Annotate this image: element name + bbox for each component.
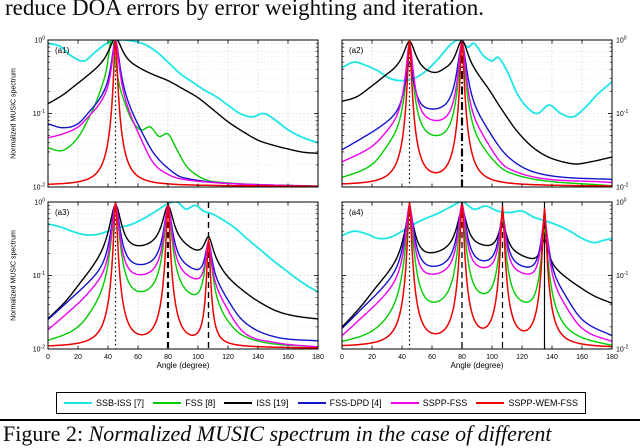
x-tick-label: 40 [398,354,406,361]
curve-sspp-fss [48,202,318,348]
legend-item-fss: FSS [8] [153,398,215,408]
x-tick-label: 40 [104,354,112,361]
x-tick-label: 60 [134,354,142,361]
caption-number: Figure 2: [3,421,84,446]
y-tick-label: 10-1 [33,109,45,118]
y-tick-label: 100 [34,36,45,45]
legend-item-fss-dpd: FSS-DPD [4] [297,398,382,408]
y-tick-label: 100 [616,36,627,45]
legend-line-sample [476,402,505,404]
legend-label: SSB-ISS [7] [96,398,145,408]
x-tick-label: 0 [340,354,344,361]
x-tick-label: 0 [46,354,50,361]
legend-label: FSS [8] [185,398,216,408]
x-tick-label: 180 [606,354,618,361]
curve-sspp-wem-fss [342,202,612,348]
x-tick-label: 80 [164,354,172,361]
x-tick-label: 20 [368,354,376,361]
panel-label: (a4) [349,208,364,217]
caption-divider [0,419,640,421]
panel-a2: 100 10-1 10-2 (a2) [341,36,628,192]
legend-label: SSPP-WEM-FSS [508,398,578,408]
body-text-line: reduce DOA errors by error weighting and… [5,0,485,20]
y-tick-label: 10-2 [33,345,45,354]
legend-line-sample [64,402,92,404]
curve-sspp-fss [342,202,612,343]
panel-label: (a2) [349,46,364,55]
panel-a4: 0 20 40 60 80 100 120 140 160 180 100 10-1 10-2 (a4) [340,198,628,362]
curve-fss [48,203,318,348]
y-tick-label: 10-1 [33,271,45,280]
panel-label: (a3) [55,208,70,217]
x-tick-label: 120 [516,354,528,361]
curve-fss-dpd [342,205,612,337]
x-tick-label: 160 [576,354,588,361]
y-tick-label: 10-2 [616,183,628,192]
caption-text: Normalized MUSIC spectrum in the case of… [88,421,552,446]
x-tick-label: 140 [546,354,558,361]
curve-ssb-iss [48,40,318,144]
curve-fss-dpd [342,43,612,181]
x-tick-label: 120 [222,354,234,361]
curve-fss [342,47,612,187]
panel-a1: 100 10-1 10-2 (a1) [33,36,319,192]
legend-line-sample [297,402,326,404]
curve-ssb-iss [342,40,612,118]
curve-fss [342,207,612,347]
curve-sspp-wem-fss [48,40,318,187]
legend-item-sspp-wem-fss: SSPP-WEM-FSS [476,398,578,408]
x-tick-label: 80 [458,354,466,361]
legend-item-iss: ISS [19] [224,398,288,408]
legend-line-sample [224,402,253,404]
x-tick-label: 20 [74,354,82,361]
curve-sspp-fss [342,40,612,184]
music-spectrum-figure: 100 10-1 10-2 (a1) 100 10-1 10-2 (a2) 0 20 40 60 80 1… [33,36,629,362]
panel-a3: 0 20 40 60 80 100 120 140 160 180 100 10-1 10-2 (a3) [33,198,324,362]
x-tick-label: 100 [486,354,498,361]
y-tick-label: 100 [616,198,627,207]
curve-iss [342,40,612,165]
curve-fss-dpd [48,204,318,342]
panel-label: (a1) [55,46,70,55]
curve-fss-dpd [48,40,318,187]
y-axis-label-a1: Normalized MUSIC spectrum [10,68,18,159]
y-tick-label: 10-2 [616,345,628,354]
curve-sspp-wem-fss [342,40,612,187]
curve-iss [48,40,318,155]
legend-item-ssb-iss: SSB-ISS [7] [64,398,144,408]
y-axis-label-a3: Normalized MUSIC spectrum [10,230,18,321]
curve-iss [342,209,612,328]
y-tick-label: 10-1 [616,271,628,280]
legend-label: SSPP-FSS [422,398,468,408]
curve-ssb-iss [342,202,612,244]
legend-label: ISS [19] [256,398,289,408]
y-tick-label: 10-2 [33,183,45,192]
x-tick-label: 160 [282,354,294,361]
legend-label: FSS-DPD [4] [329,398,382,408]
legend-line-sample [153,402,182,404]
x-axis-label-a4: Angle (degree) [450,361,504,370]
curve-iss [48,204,318,320]
curve-sspp-fss [48,40,318,187]
figure-caption: Figure 2: Normalized MUSIC spectrum in t… [3,421,552,447]
legend: SSB-ISS [7] FSS [8] ISS [19] FSS-DPD [4]… [56,392,586,414]
legend-line-sample [390,402,419,404]
y-tick-label: 100 [34,198,45,207]
y-tick-label: 10-1 [616,109,628,118]
x-tick-label: 100 [192,354,204,361]
x-axis-label-a3: Angle (degree) [156,361,210,370]
curve-ssb-iss [48,202,318,293]
x-tick-label: 140 [252,354,264,361]
legend-item-sspp-fss: SSPP-FSS [390,398,468,408]
curve-sspp-wem-fss [48,202,318,349]
x-tick-label: 180 [312,354,324,361]
x-tick-label: 60 [428,354,436,361]
